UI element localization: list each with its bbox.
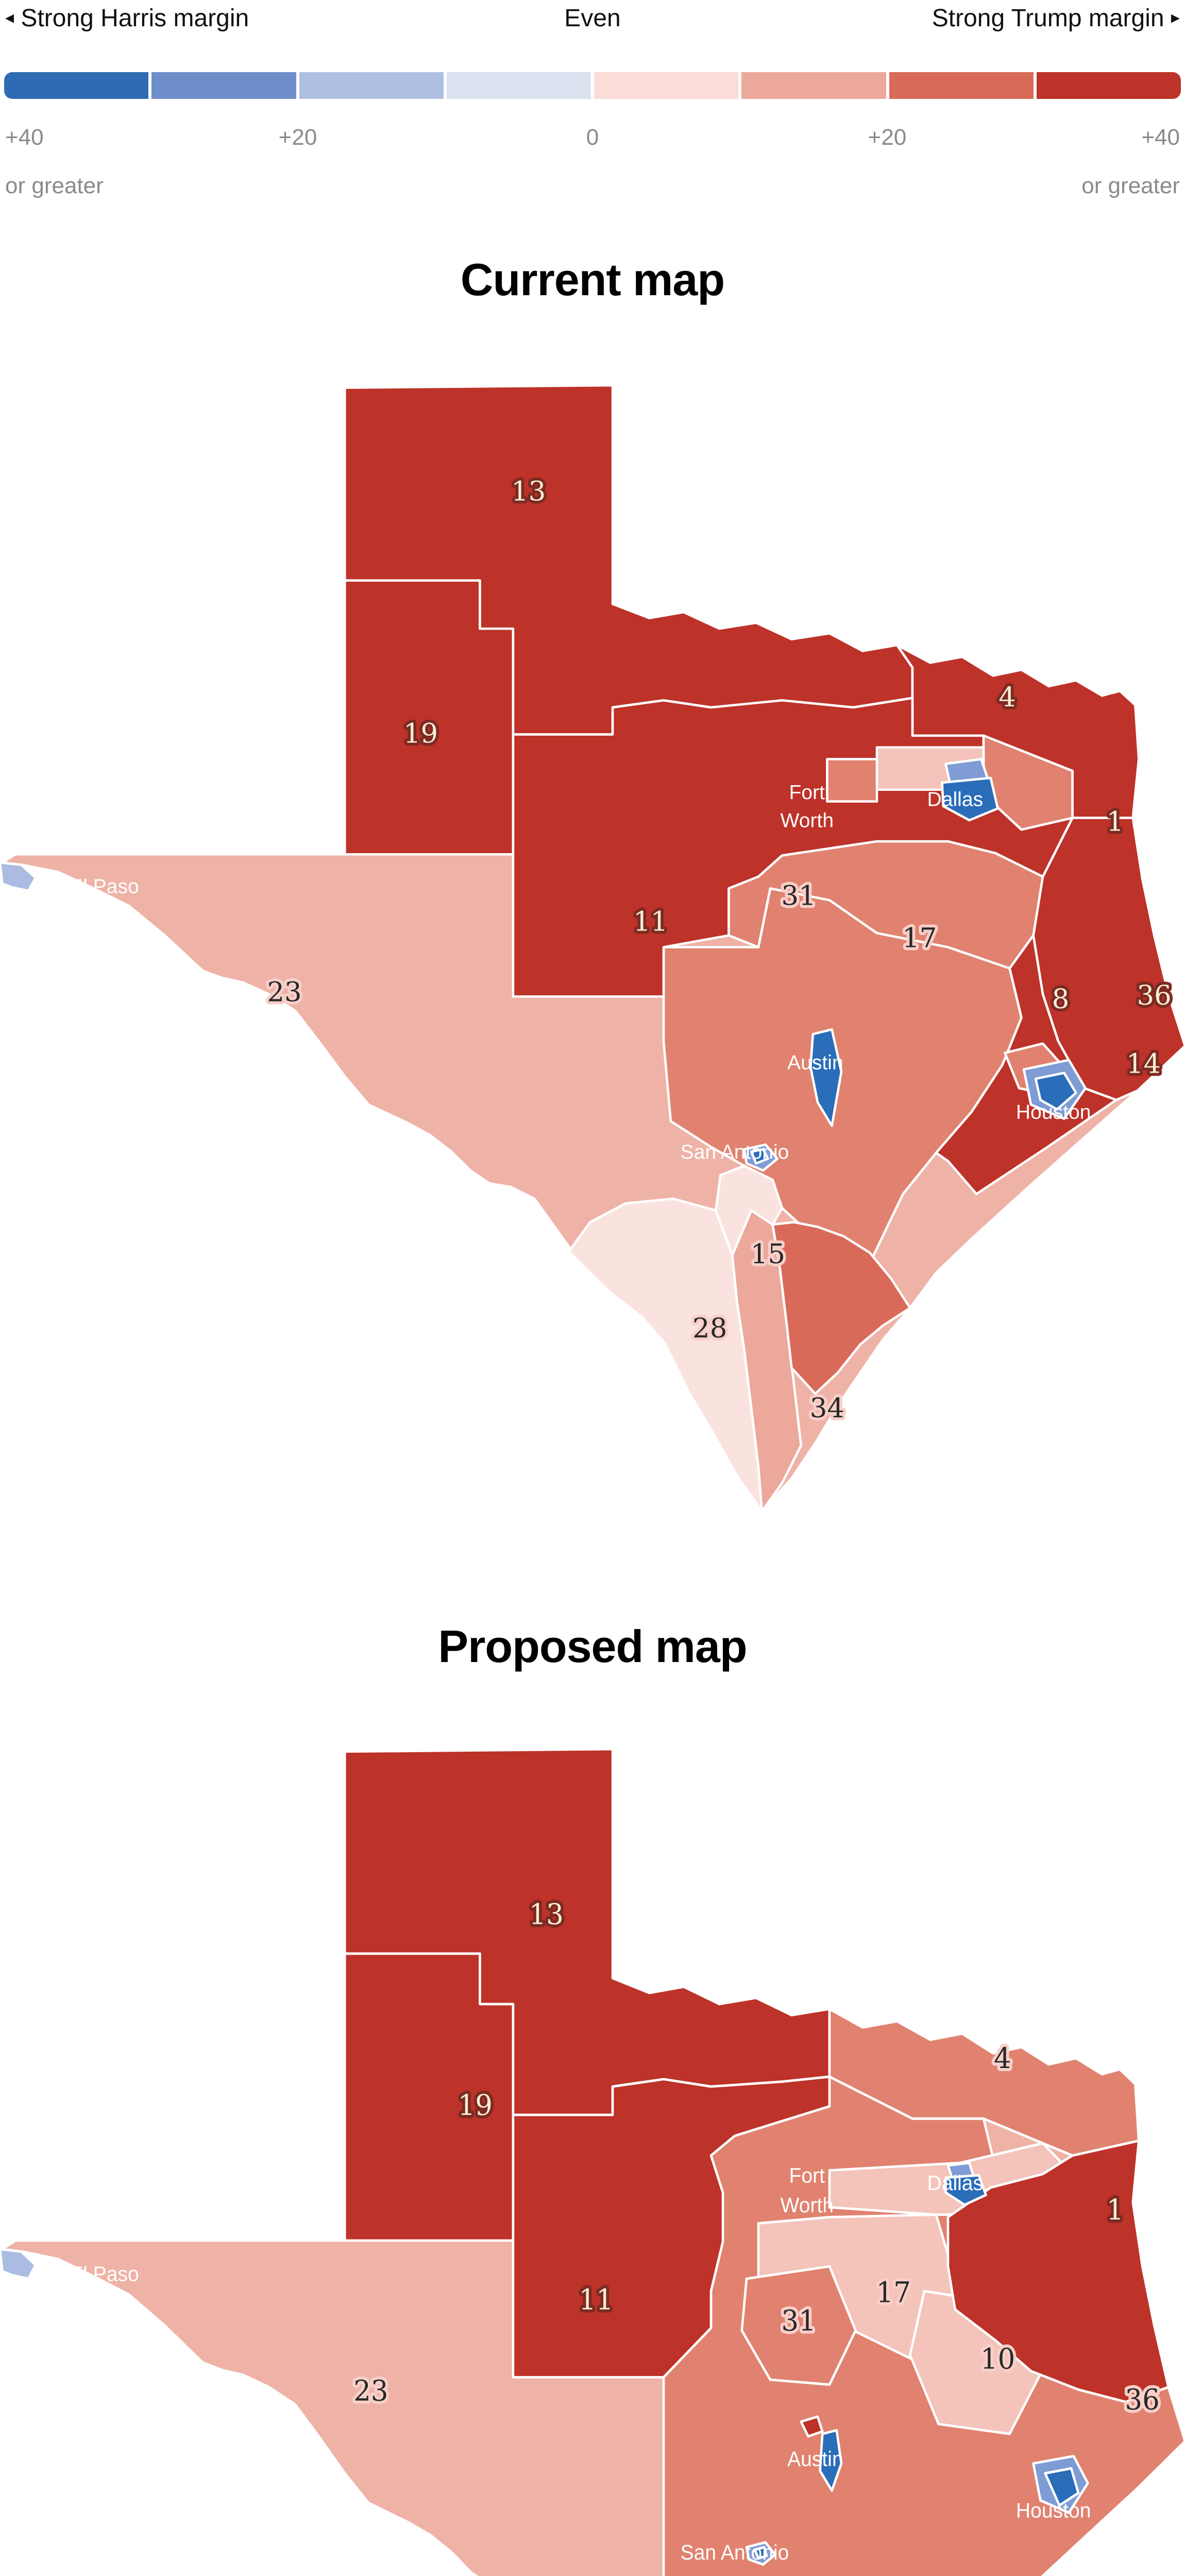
proposed-district-region-19 [0, 2248, 37, 2280]
proposed-district-region-7 [828, 2008, 1140, 2157]
legend-swatch-harris-20 [299, 72, 444, 99]
proposed-city-label-fort-worth-1: Worth [781, 2194, 834, 2217]
proposed-district-label-10: 10 [980, 2343, 1015, 2376]
harris-label-text: Strong Harris margin [21, 5, 249, 32]
proposed-district-label-11: 11 [579, 2283, 613, 2316]
current-district-region-11 [826, 758, 878, 803]
current-city-label-el-paso: El Paso [70, 876, 139, 898]
proposed-district-label-31: 31 [782, 2304, 816, 2337]
proposed-district-region-3 [740, 2265, 857, 2386]
current-district-region-15 [771, 1221, 911, 1395]
current-district-label-11: 11 [633, 906, 668, 938]
proposed-district-region-13 [944, 2174, 987, 2206]
proposed-district-region-9 [512, 2075, 831, 2379]
proposed-city-label-houston: Houston [1016, 2499, 1091, 2522]
current-district-region-23 [0, 861, 37, 892]
proposed-city-label-san-antonio: San Antonio [681, 2541, 789, 2564]
current-district-label-8: 8 [1052, 984, 1070, 1015]
proposed-district-region-10 [800, 2415, 824, 2438]
current-district-region-18 [809, 1028, 843, 1127]
trump-label-text: Strong Trump margin [932, 5, 1164, 32]
proposed-district-label-1: 1 [1106, 2193, 1124, 2226]
current-city-label-houston: Houston [1016, 1101, 1091, 1124]
margin-color-scale-bar [4, 72, 1181, 99]
current-district-region-14 [714, 1164, 784, 1257]
current-district-label-4: 4 [998, 682, 1016, 713]
legend-tick-0: +40 [5, 125, 44, 150]
current-district-label-34: 34 [810, 1393, 844, 1424]
current-city-label-fort-worth-0: Fort [789, 782, 825, 804]
current-district-label-23: 23 [267, 977, 301, 1008]
current-district-label-19: 19 [403, 718, 438, 750]
trump-side-label: Strong Trump margin ▸ [932, 4, 1180, 32]
current-city-label-austin: Austin [787, 1052, 843, 1074]
current-district-label-1: 1 [1106, 806, 1124, 838]
harris-side-label: ◂ Strong Harris margin [5, 4, 249, 32]
right-arrow-icon: ▸ [1171, 8, 1180, 27]
proposed-city-label-austin: Austin [787, 2448, 843, 2471]
proposed-map: El Paso Fort Worth Dallas Austin San Antonio H… [0, 1749, 1185, 2576]
current-map-title: Current map [460, 254, 725, 305]
proposed-district-label-17: 17 [876, 2276, 911, 2309]
legend-swatch-trump-40-plus [1036, 72, 1181, 99]
current-district-label-13: 13 [511, 476, 546, 507]
current-district-region-17 [941, 776, 999, 822]
current-city-label-san-antonio: San Antonio [681, 1141, 789, 1163]
current-district-label-17: 17 [902, 923, 937, 954]
proposed-district-label-36: 36 [1125, 2383, 1160, 2416]
current-map: El Paso Fort Worth Dallas Austin San Antonio H… [0, 385, 1185, 1513]
proposed-district-label-19: 19 [458, 2089, 493, 2122]
current-district-region-20 [750, 1148, 769, 1165]
legend-tick-4: +40 [1141, 125, 1180, 150]
proposed-district-label-23: 23 [353, 2375, 388, 2408]
legend-tick-2: 0 [586, 125, 599, 150]
proposed-district-region-18 [1044, 2467, 1080, 2507]
proposed-city-label-fort-worth-0: Fort [789, 2164, 825, 2188]
legend-tick-3: +20 [868, 125, 907, 150]
legend-swatch-trump-10 [594, 72, 739, 99]
current-district-label-28: 28 [692, 1313, 727, 1344]
legend-swatch-trump-20 [741, 72, 886, 99]
legend-tick-4-sub: or greater [1081, 173, 1180, 198]
legend-swatch-harris-10 [446, 72, 591, 99]
legend-swatch-harris-40-plus [4, 72, 149, 99]
current-district-region-22 [1034, 1072, 1077, 1111]
legend-tick-0-sub: or greater [5, 173, 104, 198]
even-label: Even [564, 5, 621, 32]
proposed-city-label-el-paso: El Paso [70, 2263, 139, 2286]
proposed-map-title: Proposed map [438, 1621, 747, 1672]
current-district-label-36: 36 [1137, 980, 1172, 1011]
proposed-district-region-14 [819, 2429, 843, 2492]
current-district-label-31: 31 [782, 880, 816, 912]
legend-tick-1: +20 [278, 125, 317, 150]
proposed-district-region-16 [753, 2546, 768, 2560]
current-city-label-fort-worth-1: Worth [781, 810, 834, 832]
proposed-city-label-dallas: Dallas [927, 2172, 983, 2195]
proposed-district-label-4: 4 [994, 2042, 1011, 2075]
legend-swatch-harris-30 [151, 72, 296, 99]
current-district-label-15: 15 [751, 1239, 785, 1270]
legend-swatch-trump-30 [889, 72, 1034, 99]
legend-titles: ◂ Strong Harris margin Even Strong Trump… [0, 4, 1185, 35]
current-district-label-14: 14 [1126, 1048, 1161, 1080]
current-city-label-dallas: Dallas [927, 789, 983, 811]
left-arrow-icon: ◂ [5, 8, 14, 27]
proposed-district-label-13: 13 [529, 1898, 564, 1931]
